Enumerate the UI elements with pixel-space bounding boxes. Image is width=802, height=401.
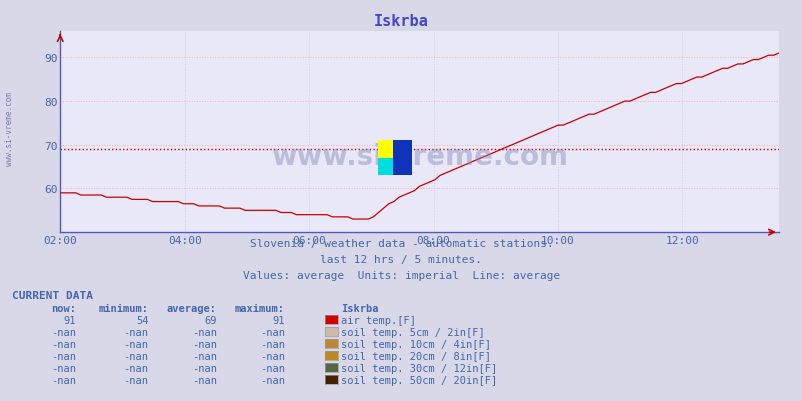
Text: -nan: -nan: [51, 363, 76, 373]
Text: 91: 91: [63, 315, 76, 325]
Text: -nan: -nan: [124, 363, 148, 373]
Text: soil temp. 20cm / 8in[F]: soil temp. 20cm / 8in[F]: [341, 351, 491, 361]
Text: now:: now:: [51, 303, 76, 313]
Text: -nan: -nan: [124, 339, 148, 349]
Text: www.si-vreme.com: www.si-vreme.com: [271, 142, 567, 170]
Text: -nan: -nan: [260, 327, 285, 337]
Text: 54: 54: [136, 315, 148, 325]
Text: Iskrba: Iskrba: [341, 303, 379, 313]
Text: minimum:: minimum:: [99, 303, 148, 313]
Text: -nan: -nan: [192, 339, 217, 349]
Text: soil temp. 50cm / 20in[F]: soil temp. 50cm / 20in[F]: [341, 375, 497, 385]
Text: -nan: -nan: [124, 375, 148, 385]
Bar: [377, 158, 395, 176]
Text: air temp.[F]: air temp.[F]: [341, 315, 415, 325]
Text: -nan: -nan: [124, 327, 148, 337]
Polygon shape: [392, 141, 411, 176]
Text: -nan: -nan: [192, 363, 217, 373]
Text: last 12 hrs / 5 minutes.: last 12 hrs / 5 minutes.: [320, 255, 482, 265]
Text: www.si-vreme.com: www.si-vreme.com: [5, 91, 14, 165]
Text: -nan: -nan: [260, 351, 285, 361]
Text: Slovenia / weather data - automatic stations.: Slovenia / weather data - automatic stat…: [249, 239, 553, 249]
Text: -nan: -nan: [260, 363, 285, 373]
Text: 91: 91: [272, 315, 285, 325]
Text: -nan: -nan: [192, 375, 217, 385]
Text: Iskrba: Iskrba: [374, 14, 428, 29]
Text: 69: 69: [204, 315, 217, 325]
Bar: [377, 141, 395, 158]
Text: -nan: -nan: [192, 351, 217, 361]
Text: soil temp. 30cm / 12in[F]: soil temp. 30cm / 12in[F]: [341, 363, 497, 373]
Text: -nan: -nan: [51, 351, 76, 361]
Text: soil temp. 10cm / 4in[F]: soil temp. 10cm / 4in[F]: [341, 339, 491, 349]
Text: -nan: -nan: [51, 339, 76, 349]
Text: -nan: -nan: [51, 327, 76, 337]
Text: soil temp. 5cm / 2in[F]: soil temp. 5cm / 2in[F]: [341, 327, 484, 337]
Text: maximum:: maximum:: [235, 303, 285, 313]
Text: -nan: -nan: [260, 375, 285, 385]
Text: average:: average:: [167, 303, 217, 313]
Text: -nan: -nan: [192, 327, 217, 337]
Text: Values: average  Units: imperial  Line: average: Values: average Units: imperial Line: av…: [242, 271, 560, 281]
Text: -nan: -nan: [124, 351, 148, 361]
Text: CURRENT DATA: CURRENT DATA: [12, 291, 93, 301]
Text: -nan: -nan: [260, 339, 285, 349]
Text: -nan: -nan: [51, 375, 76, 385]
